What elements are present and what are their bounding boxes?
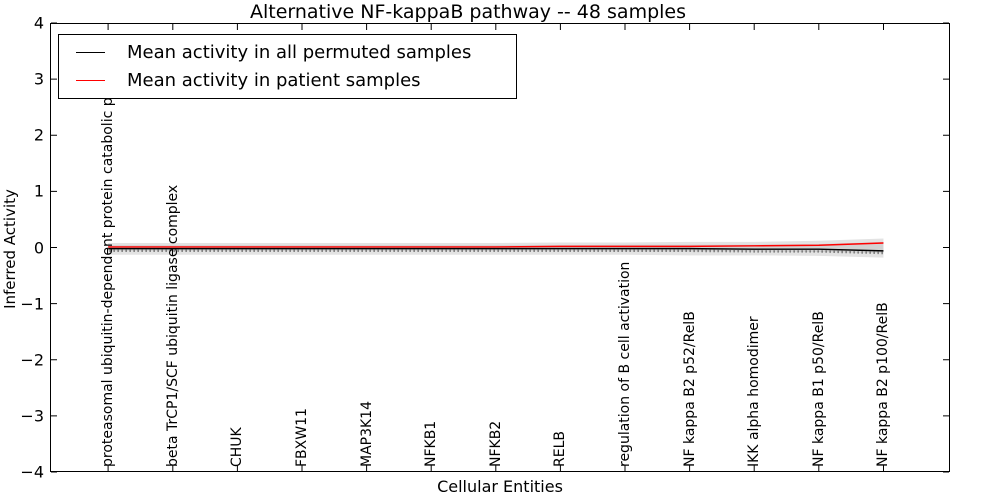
- x-tick-label: proteasomal ubiquitin-dependent protein …: [100, 91, 117, 467]
- y-tick-label: 0: [33, 238, 44, 257]
- y-tick-label: −1: [20, 294, 44, 314]
- y-tick-label: 3: [33, 69, 44, 89]
- y-tick-label: 1: [33, 181, 44, 201]
- x-tick-label: IKK alpha homodimer: [746, 316, 763, 467]
- axis-ticks: [51, 22, 949, 473]
- x-tick-label: FBXW11: [293, 408, 310, 467]
- x-tick-label: beta TrCP1/SCF ubiquitin ligase complex: [164, 184, 181, 467]
- legend-label: Mean activity in all permuted samples: [127, 42, 472, 64]
- y-tick-label: −4: [20, 462, 44, 482]
- x-tick-label: NFKB2: [487, 420, 504, 467]
- x-tick-label: NFKB1: [423, 420, 440, 467]
- legend-item: Mean activity in patient samples: [59, 67, 516, 93]
- x-tick-label: NF kappa B2 p100/RelB: [875, 302, 892, 467]
- chart-title: Alternative NF-kappaB pathway -- 48 samp…: [249, 1, 687, 23]
- x-tick-label: RELB: [552, 431, 569, 467]
- patient-mean-line: [108, 242, 884, 248]
- legend-item: Mean activity in all permuted samples: [59, 40, 516, 66]
- legend: Mean activity in all permuted samples Me…: [58, 34, 517, 99]
- x-tick-label: MAP3K14: [358, 400, 375, 467]
- legend-line-sample-permuted: [76, 52, 105, 54]
- x-tick-label: regulation of B cell activation: [617, 261, 634, 467]
- y-tick-label: −2: [20, 350, 44, 370]
- permuted-mean-line: [108, 247, 884, 252]
- legend-line-sample-patient: [76, 79, 105, 81]
- y-tick-label: 2: [33, 125, 44, 145]
- x-tick-label: NF kappa B1 p50/RelB: [810, 311, 827, 467]
- sample-tick-texture: [109, 249, 883, 255]
- y-tick-label: −3: [20, 406, 44, 426]
- y-tick-label: 4: [33, 13, 44, 33]
- x-axis-label: Cellular Entities: [437, 477, 563, 496]
- x-tick-label: CHUK: [229, 427, 246, 467]
- x-tick-label: NF kappa B2 p52/RelB: [681, 311, 698, 467]
- legend-label: Mean activity in patient samples: [127, 69, 421, 91]
